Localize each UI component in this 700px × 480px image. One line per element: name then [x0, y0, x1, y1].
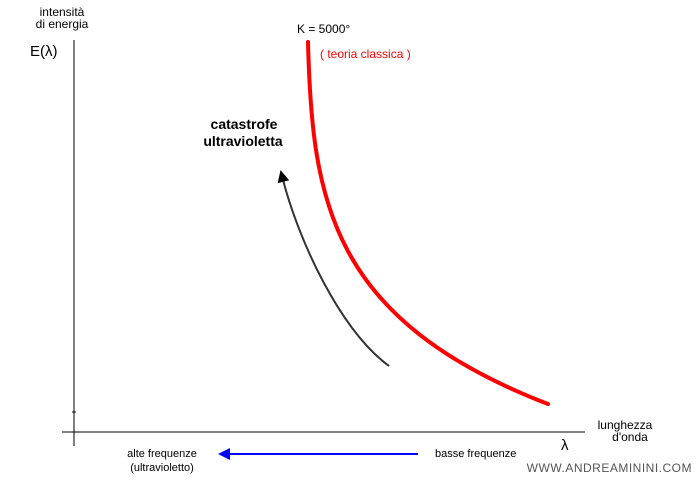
- x-axis-symbol: λ: [561, 437, 569, 454]
- low-frequency-label: basse frequenze: [435, 448, 516, 460]
- x-axis-title-line1: lunghezza: [598, 418, 653, 432]
- y-axis-symbol: E(λ): [30, 43, 58, 60]
- x-axis-title-line2: d'onda: [612, 430, 648, 444]
- catastrophe-arrow: [277, 170, 390, 367]
- high-frequency-label-line1: alte frequenze: [127, 448, 197, 460]
- classical-theory-label: ( teoria classica ): [320, 47, 411, 61]
- temperature-label: K = 5000°: [297, 22, 350, 36]
- y-axis-title-line1: intensità: [40, 5, 85, 19]
- watermark: WWW.ANDREAMININI.COM: [527, 461, 692, 475]
- y-axis-title-line2: di energia: [36, 17, 89, 31]
- high-frequency-label-line2: (ultravioletto): [130, 462, 194, 474]
- catastrophe-label-line2: ultravioletta: [203, 133, 283, 149]
- classical-theory-curve: [306, 40, 550, 406]
- catastrophe-label-line1: catastrofe: [211, 116, 278, 132]
